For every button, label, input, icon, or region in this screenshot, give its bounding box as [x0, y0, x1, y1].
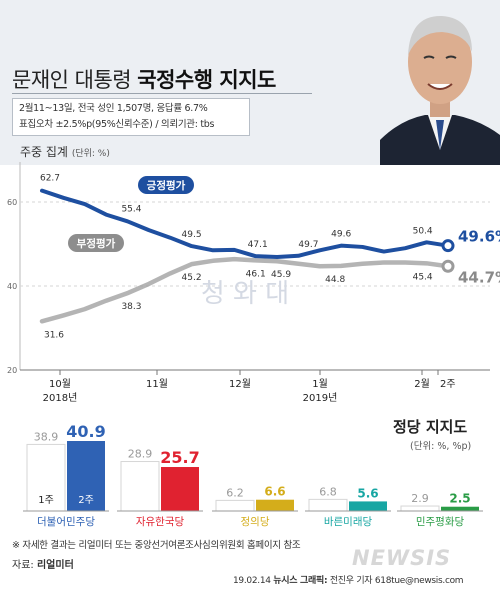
legend-negative-label: 부정평가 — [77, 237, 116, 250]
footnote: ※ 자세한 결과는 리얼미터 또는 중앙선거여론조사심의위원회 홈페이지 참조 — [12, 540, 301, 551]
line-chart-x-axis: 10월 11월 12월 1월 2월 2주 2018년 2019년 — [20, 369, 490, 404]
title-underline — [12, 93, 312, 94]
credit-agency: 뉴시스 그래픽: — [273, 576, 328, 586]
positive-value-label: 47.1 — [248, 240, 268, 250]
weekly-label: 주중 집계 (단위: %) — [20, 143, 110, 160]
series-line-긍정평가 — [40, 188, 450, 260]
party-category-label: 더불어민주당 — [37, 516, 95, 528]
bar-week2 — [441, 506, 479, 511]
weekly-unit: (단위: %) — [71, 149, 110, 159]
bar-week2 — [349, 501, 387, 511]
survey-info-box: 2월11~13일, 전국 성인 1,507명, 응답률 6.7% 표집오차 ±2… — [12, 98, 250, 136]
bar-week1 — [400, 505, 440, 512]
x-year-label: 2018년 — [43, 392, 78, 404]
bar-week2-value: 6.6 — [264, 485, 285, 499]
newsis-logo: NEWSIS — [352, 546, 452, 570]
party-category-label: 민주평화당 — [416, 516, 465, 528]
title-regular: 문재인 대통령 — [12, 68, 132, 92]
y-tick-label: 60 — [7, 198, 17, 207]
x-tick-label: 12월 — [229, 378, 251, 390]
bar-week1 — [308, 498, 348, 512]
survey-info-line1: 2월11~13일, 전국 성인 1,507명, 응답률 6.7% — [19, 103, 208, 114]
negative-value-label: 31.6 — [44, 330, 64, 340]
series-end-point — [441, 239, 455, 253]
x-tick-label: 2주 — [440, 379, 456, 390]
x-year-label: 2019년 — [303, 392, 338, 404]
positive-value-label: 55.4 — [121, 204, 141, 214]
series-end-point — [441, 259, 455, 273]
bar-week2 — [161, 467, 199, 511]
watermark-text: 청 와 대 — [201, 279, 289, 309]
bar-week2-value: 2.5 — [449, 492, 470, 506]
positive-value-label: 50.4 — [413, 226, 433, 236]
negative-value-label: 44.8 — [325, 275, 345, 285]
source-name: 리얼미터 — [36, 560, 74, 571]
y-tick-label: 40 — [7, 282, 17, 291]
negative-final-value: 44.7% — [458, 268, 500, 286]
bar-week2-value: 25.7 — [160, 448, 199, 467]
negative-value-label: 45.9 — [271, 270, 291, 280]
bar-week1-value: 2.9 — [411, 492, 429, 505]
legend-positive-label: 긍정평가 — [147, 179, 186, 192]
survey-info-line2: 표집오차 ±2.5%p(95%신뢰수준) / 의뢰기관: tbs — [19, 119, 215, 130]
bar-week1-value: 38.9 — [34, 430, 59, 443]
title-bold: 국정수행 지지도 — [137, 68, 276, 92]
positive-value-label: 62.7 — [40, 174, 60, 184]
party-category-label: 정의당 — [241, 516, 270, 528]
bar-week1-value: 6.2 — [226, 486, 244, 499]
line-chart-series — [39, 188, 455, 324]
bar-week1 — [26, 443, 66, 512]
x-tick-label: 1월 — [312, 378, 328, 390]
legend-negative-badge — [68, 234, 124, 252]
positive-final-value: 49.6% — [458, 228, 500, 246]
party-category-label: 바른미래당 — [324, 516, 373, 528]
negative-value-label: 45.2 — [182, 273, 202, 283]
bar-week1-value: 6.8 — [319, 485, 337, 498]
negative-value-label: 46.1 — [246, 269, 266, 279]
series-line-부정평가 — [39, 256, 451, 324]
y-tick-label: 20 — [7, 366, 17, 375]
credit-author: 전진우 기자 618tue@newsis.com — [329, 576, 464, 586]
bar-week2-value: 40.9 — [66, 422, 105, 441]
positive-value-label: 49.5 — [182, 230, 202, 240]
page-title: 문재인 대통령 국정수행 지지도 — [12, 64, 276, 94]
bar-week2-value: 5.6 — [357, 486, 378, 500]
bar-week2-tag: 2주 — [78, 495, 94, 506]
x-tick-label: 10월 — [49, 378, 71, 390]
source-line: 자료: 리얼미터 — [12, 556, 74, 571]
bar-week2 — [67, 441, 105, 511]
party-support-title: 정당 지지도 — [393, 418, 468, 436]
x-tick-label: 2월 — [414, 378, 430, 390]
x-tick-label: 11월 — [146, 378, 168, 390]
legend-positive-badge — [138, 176, 194, 194]
bar-week1-value: 28.9 — [128, 448, 153, 461]
bar-week1-tag: 1주 — [38, 495, 54, 506]
party-support-unit: (단위: %, %p) — [410, 441, 472, 452]
source-label: 자료: — [12, 560, 34, 571]
negative-value-label: 38.3 — [121, 302, 141, 312]
bar-week1 — [215, 499, 255, 512]
positive-value-label: 49.7 — [298, 240, 318, 250]
weekly-label-text: 주중 집계 — [20, 145, 68, 159]
party-category-label: 자유한국당 — [136, 516, 185, 528]
positive-value-label: 49.6 — [331, 230, 351, 240]
bar-week1 — [120, 461, 160, 512]
credit-line: 19.02.14 뉴시스 그래픽: 전진우 기자 618tue@newsis.c… — [233, 573, 464, 586]
credit-date: 19.02.14 — [233, 576, 271, 586]
president-portrait — [380, 0, 500, 165]
bar-week2 — [256, 499, 294, 511]
negative-value-label: 45.4 — [413, 272, 433, 282]
